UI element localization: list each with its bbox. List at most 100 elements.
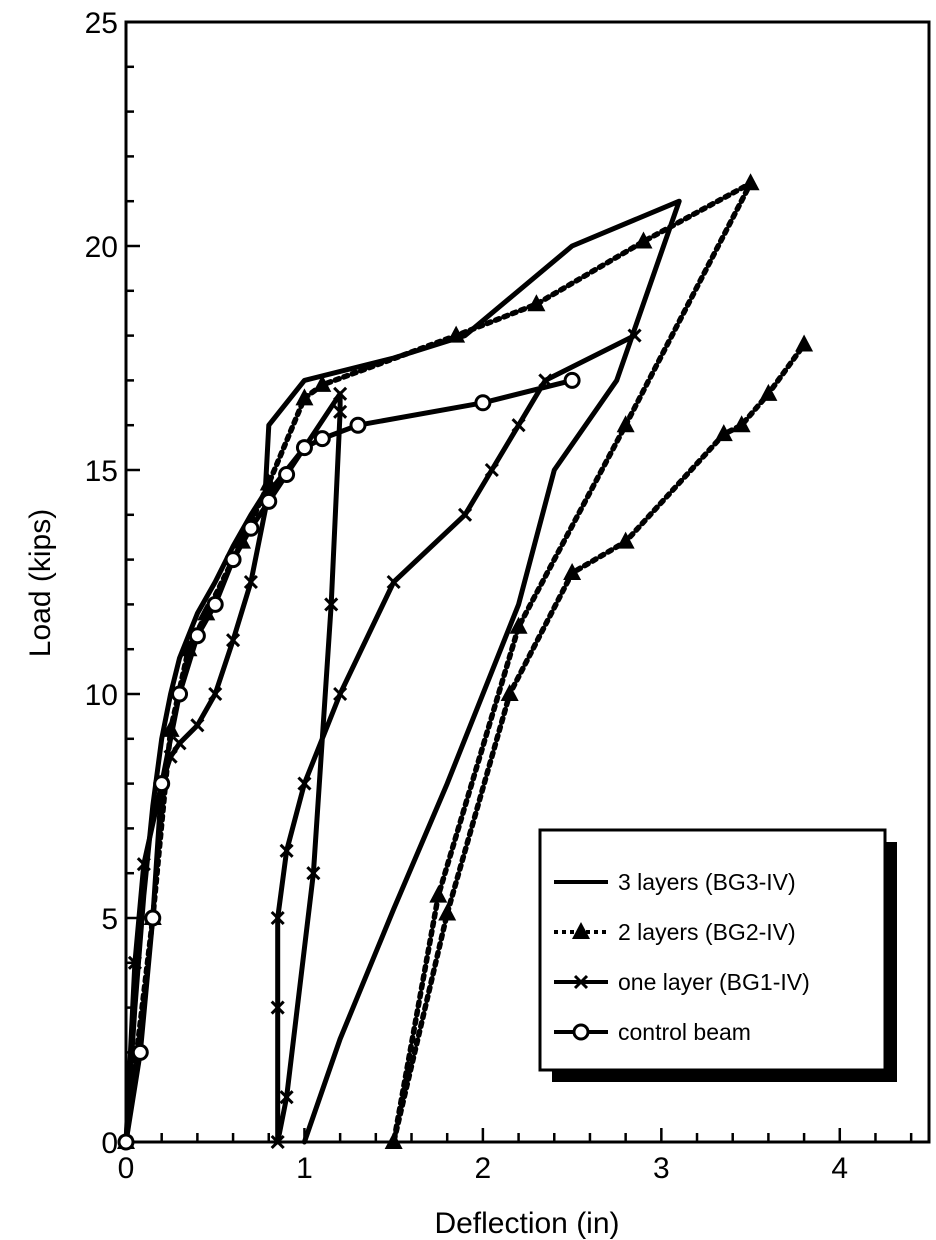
x-marker-stroke xyxy=(270,910,285,926)
y-tick-label: 0 xyxy=(101,1127,118,1160)
x-marker-stroke xyxy=(386,574,401,590)
data-point xyxy=(741,173,760,191)
data-point xyxy=(324,597,339,612)
x-tick-label: 2 xyxy=(475,1152,492,1185)
legend-swatch-marker xyxy=(572,1023,590,1041)
x-marker-stroke xyxy=(243,574,258,590)
x-marker-stroke xyxy=(297,776,312,791)
series-4 xyxy=(117,371,581,1151)
data-point xyxy=(206,595,224,613)
data-point xyxy=(127,955,142,970)
x-tick-label: 0 xyxy=(118,1152,135,1185)
legend-label: 2 layers (BG2-IV) xyxy=(618,919,796,945)
x-marker-stroke xyxy=(127,955,142,970)
data-point xyxy=(270,910,285,926)
legend-label: 3 layers (BG3-IV) xyxy=(618,869,796,895)
data-point xyxy=(270,1134,285,1150)
data-point xyxy=(243,574,258,590)
data-point xyxy=(260,492,278,510)
data-point xyxy=(144,909,162,927)
x-tick-label: 3 xyxy=(653,1152,670,1185)
x-marker-stroke xyxy=(457,507,473,522)
data-point xyxy=(714,424,733,442)
data-point xyxy=(333,686,348,702)
data-point xyxy=(188,627,206,645)
legend-swatch-marker xyxy=(572,922,590,939)
data-point xyxy=(226,633,241,648)
legend-entry: 3 layers (BG3-IV) xyxy=(554,869,796,895)
data-point xyxy=(333,386,348,401)
data-point xyxy=(270,1000,285,1015)
data-point xyxy=(190,718,205,733)
data-point xyxy=(131,1043,149,1061)
data-point xyxy=(474,394,492,412)
x-marker-stroke xyxy=(306,866,321,881)
x-marker-stroke xyxy=(190,718,205,733)
x-axis-title: Deflection (in) xyxy=(434,1207,619,1240)
data-point xyxy=(759,383,778,401)
x-marker-stroke xyxy=(136,857,151,872)
data-point xyxy=(208,686,223,702)
y-tick-label: 5 xyxy=(101,903,118,936)
y-tick-label: 10 xyxy=(85,679,118,712)
y-tick-label: 15 xyxy=(85,455,118,488)
data-point xyxy=(527,294,546,312)
data-point xyxy=(563,371,581,389)
data-point xyxy=(313,374,332,392)
data-point xyxy=(795,334,814,352)
data-point xyxy=(384,1132,403,1149)
data-point xyxy=(297,776,312,791)
x-marker-stroke xyxy=(627,328,642,343)
data-point xyxy=(484,462,499,478)
data-point xyxy=(279,1090,294,1105)
x-marker-stroke xyxy=(226,633,241,648)
legend-entry: one layer (BG1-IV) xyxy=(554,969,810,995)
data-point xyxy=(500,684,519,701)
data-point xyxy=(278,465,296,483)
y-tick-label: 20 xyxy=(85,231,118,264)
legend-label: one layer (BG1-IV) xyxy=(618,969,810,995)
data-point xyxy=(313,430,331,448)
y-tick-label: 25 xyxy=(85,7,118,40)
x-marker-stroke xyxy=(324,597,339,612)
plot-frame xyxy=(124,20,931,1144)
x-marker-stroke xyxy=(333,386,348,401)
x-marker-stroke xyxy=(279,1090,294,1105)
legend-swatch-marker xyxy=(573,974,589,990)
data-point xyxy=(634,231,653,249)
marks-layer: 0 1 2 3 4 0 5 10 15 20 25 xyxy=(85,7,931,1185)
data-point xyxy=(616,415,635,433)
series-line xyxy=(123,377,575,1145)
data-point xyxy=(295,439,313,457)
legend-entry: 2 layers (BG2-IV) xyxy=(554,919,796,945)
data-point xyxy=(429,885,448,903)
x-tick-label: 1 xyxy=(296,1152,313,1185)
data-point xyxy=(511,418,526,433)
data-point xyxy=(136,857,151,872)
legend-entry: control beam xyxy=(554,1019,751,1045)
data-point xyxy=(295,388,314,406)
x-marker-stroke xyxy=(573,974,589,990)
x-marker-stroke xyxy=(270,1000,285,1015)
data-point xyxy=(616,531,635,549)
data-point xyxy=(242,519,260,537)
data-point xyxy=(438,903,457,921)
x-tick-label: 4 xyxy=(831,1152,848,1185)
data-point xyxy=(386,574,401,590)
data-point xyxy=(279,843,294,858)
x-marker-stroke xyxy=(511,418,526,433)
data-point xyxy=(732,415,751,433)
data-point xyxy=(447,325,466,343)
x-marker-stroke xyxy=(333,686,348,702)
series-1 xyxy=(123,198,682,1145)
x-marker-stroke xyxy=(172,736,187,751)
x-marker-stroke xyxy=(279,843,294,858)
x-marker-stroke xyxy=(208,686,223,702)
x-marker-stroke xyxy=(538,373,553,388)
y-axis-title: Load (kips) xyxy=(24,509,57,657)
x-marker-stroke xyxy=(270,1134,285,1150)
data-point xyxy=(224,551,242,569)
data-point xyxy=(457,507,473,522)
data-point xyxy=(563,563,582,581)
